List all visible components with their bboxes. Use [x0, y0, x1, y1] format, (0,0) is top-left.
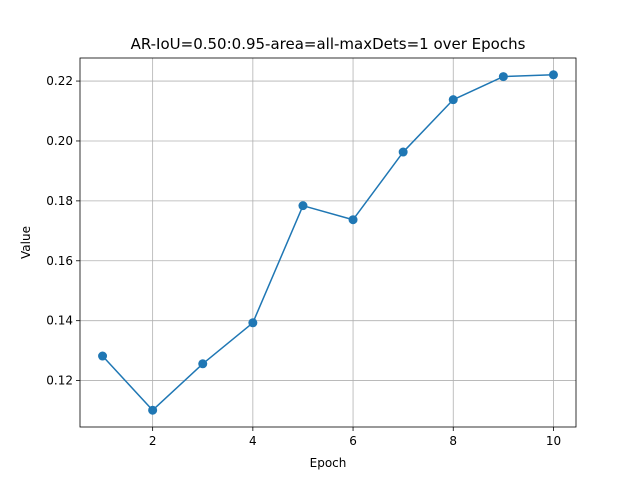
grid-lines	[80, 58, 576, 427]
x-tick-label: 4	[249, 434, 257, 448]
y-tick-label: 0.20	[46, 134, 73, 148]
chart-title: AR-IoU=0.50:0.95-area=all-maxDets=1 over…	[131, 35, 526, 53]
y-tick-label: 0.12	[46, 374, 73, 388]
axis-ticks: 2 4 6 8 10 0.12 0.14 0.16 0.18 0.20 0.22	[46, 74, 561, 448]
data-point	[348, 215, 358, 225]
y-tick-label: 0.22	[46, 74, 73, 88]
data-point	[148, 405, 158, 415]
data-point	[98, 351, 108, 361]
y-axis-label: Value	[19, 226, 33, 259]
y-tick-label: 0.16	[46, 254, 73, 268]
series-layer	[98, 70, 558, 415]
x-tick-label: 10	[546, 434, 561, 448]
data-point	[448, 95, 458, 105]
data-point	[248, 318, 258, 328]
data-point	[548, 70, 558, 80]
plot-frame	[79, 57, 577, 428]
series-line	[101, 74, 555, 411]
y-tick-label: 0.18	[46, 194, 73, 208]
x-tick-label: 8	[449, 434, 457, 448]
data-point	[298, 201, 308, 211]
y-tick-label: 0.14	[46, 314, 73, 328]
x-tick-label: 2	[149, 434, 157, 448]
data-point	[198, 359, 208, 369]
x-axis-label: Epoch	[310, 456, 347, 470]
data-point	[398, 147, 408, 157]
x-tick-label: 6	[349, 434, 357, 448]
data-point	[498, 72, 508, 82]
